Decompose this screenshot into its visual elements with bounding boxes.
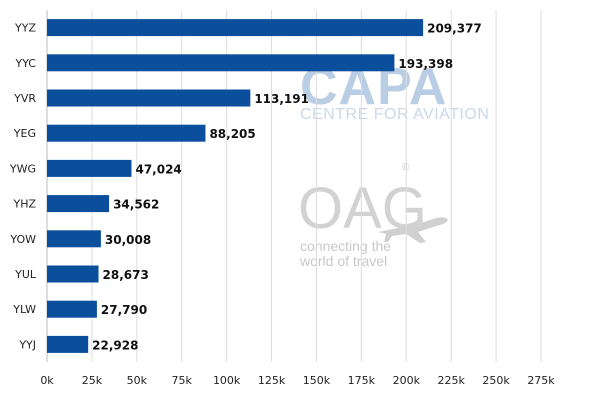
category-labels: YYZ YYC YVR YEG YWG YHZ YOW YUL YLW YYJ (9, 22, 37, 352)
bar (47, 195, 110, 213)
capa-watermark-subtext: CENTRE FOR AVIATION (300, 106, 489, 123)
data-label: 22,928 (92, 338, 138, 352)
x-tick-label: 25k (82, 374, 103, 387)
x-tick-label: 125k (258, 374, 286, 387)
bar (47, 159, 132, 177)
oag-watermark: OAG ® connecting the world of travel (298, 162, 448, 269)
x-axis-tick-labels: 0k 25k 50k 75k 100k 125k 150k 175k 200k 225k 250k 2… (40, 374, 555, 387)
bar (47, 89, 251, 107)
x-tick-label: 225k (437, 374, 465, 387)
data-label: 88,205 (209, 127, 255, 141)
category-label: YYJ (18, 338, 36, 351)
data-label: 193,398 (398, 57, 453, 71)
data-label: 209,377 (427, 22, 482, 36)
x-tick-label: 250k (482, 374, 510, 387)
data-label: 34,562 (113, 198, 159, 212)
category-label: YUL (14, 268, 37, 281)
data-label: 28,673 (103, 268, 149, 282)
category-label: YHZ (12, 198, 36, 211)
x-tick-label: 275k (527, 374, 555, 387)
bars (47, 19, 424, 353)
category-label: YYC (14, 57, 36, 70)
data-label: 27,790 (101, 303, 147, 317)
bar (47, 300, 97, 318)
x-tick-label: 200k (393, 374, 421, 387)
data-label: 30,008 (105, 233, 151, 247)
category-label: YVR (13, 92, 36, 105)
bar (47, 19, 424, 37)
oag-tagline-line1: connecting the (300, 238, 391, 254)
x-tick-label: 175k (348, 374, 376, 387)
x-tick-label: 75k (172, 374, 193, 387)
bar (47, 230, 101, 248)
x-tick-label: 0k (40, 374, 54, 387)
bar (47, 265, 99, 283)
airplane-icon (378, 217, 448, 243)
data-label: 47,024 (135, 162, 181, 176)
category-label: YWG (9, 162, 36, 175)
category-label: YOW (9, 233, 36, 246)
x-tick-label: 50k (127, 374, 148, 387)
x-tick-label: 150k (303, 374, 331, 387)
bar (47, 54, 395, 72)
category-label: YLW (12, 303, 36, 316)
category-label: YYZ (14, 22, 36, 35)
bar (47, 124, 206, 142)
bar (47, 335, 89, 353)
data-label: 113,191 (254, 92, 309, 106)
x-tick-label: 100k (213, 374, 241, 387)
data-labels: 209,377 193,398 113,191 88,205 47,024 34,562 3… (92, 22, 482, 353)
category-label: YEG (13, 127, 36, 140)
oag-tagline-line2: world of travel (299, 253, 387, 269)
